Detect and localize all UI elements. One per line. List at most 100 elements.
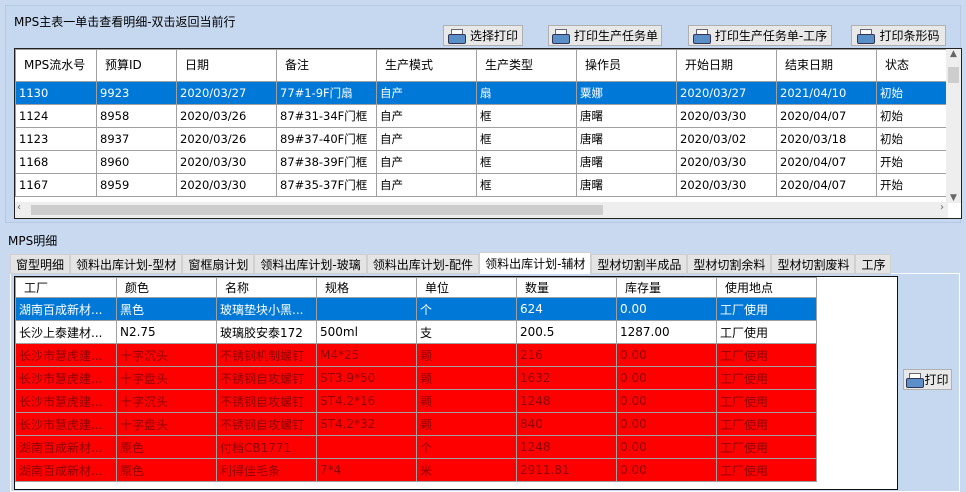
table-cell[interactable]: 8960	[96, 150, 177, 174]
tab-9[interactable]: 工序	[855, 254, 892, 274]
scroll-thumb[interactable]	[31, 205, 603, 215]
column-header[interactable]: 预算ID	[96, 49, 177, 82]
column-header[interactable]: 规格	[316, 277, 417, 298]
table-cell[interactable]: 0.00	[616, 366, 717, 390]
table-cell[interactable]: 颗	[416, 412, 517, 436]
vertical-scrollbar[interactable]: ▲ ▼	[946, 49, 961, 203]
table-cell[interactable]: 2020/03/30	[676, 104, 777, 128]
table-cell[interactable]: 1124	[15, 104, 97, 128]
tab-7[interactable]: 型材切割余料	[687, 254, 772, 274]
table-cell[interactable]: 长沙上泰建材...	[15, 320, 117, 344]
column-header[interactable]: 名称	[216, 277, 317, 298]
table-cell[interactable]: 初始	[876, 127, 950, 151]
scroll-down-icon[interactable]: ▼	[950, 193, 957, 203]
column-header[interactable]: 生产类型	[476, 49, 577, 82]
table-cell[interactable]: 长沙市慧虎建...	[15, 389, 117, 413]
table-cell[interactable]: 框	[476, 173, 577, 197]
table-cell[interactable]: 2020/04/07	[776, 150, 877, 174]
table-cell[interactable]: 0.00	[616, 389, 717, 413]
table-cell[interactable]: 工厂使用	[716, 412, 817, 436]
column-header[interactable]: 结束日期	[776, 49, 877, 82]
table-cell[interactable]: 十字沉头	[116, 389, 217, 413]
table-cell[interactable]: 0.00	[616, 343, 717, 367]
table-cell[interactable]: 1287.00	[616, 320, 717, 344]
table-cell[interactable]: 不锈钢机制螺钉	[216, 343, 317, 367]
table-cell[interactable]: 湖南百成新材...	[15, 435, 117, 459]
table-row[interactable]: 长沙上泰建材... N2.75 玻璃胶安泰172 500ml 支 200.5 1287.00…	[15, 320, 817, 344]
table-cell[interactable]: 2020/03/26	[176, 104, 277, 128]
column-header[interactable]: 使用地点	[716, 277, 817, 298]
table-cell[interactable]: 不锈钢自攻螺钉	[216, 412, 317, 436]
table-cell[interactable]: 开始	[876, 173, 950, 197]
table-cell[interactable]: ST4.2*16	[316, 389, 417, 413]
table-cell[interactable]: 唐曙	[576, 127, 677, 151]
table-cell[interactable]: 米	[416, 458, 517, 482]
table-cell[interactable]: 个	[416, 435, 517, 459]
table-cell[interactable]: 2020/03/26	[176, 127, 277, 151]
table-cell[interactable]: 个	[416, 297, 517, 321]
table-cell[interactable]: 玻璃胶安泰172	[216, 320, 317, 344]
table-cell[interactable]: 2020/04/07	[776, 173, 877, 197]
table-row[interactable]: 1124 8958 2020/03/26 87#31-34F门框 自产框唐曙 2020/0…	[15, 104, 950, 128]
table-cell[interactable]: 颗	[416, 366, 517, 390]
table-cell[interactable]: 8959	[96, 173, 177, 197]
table-cell[interactable]: 1123	[15, 127, 97, 151]
column-header[interactable]: 状态	[876, 49, 950, 82]
table-cell[interactable]: 工厂使用	[716, 458, 817, 482]
table-cell[interactable]: 十字盘头	[116, 366, 217, 390]
print-barcode-button[interactable]: 打印条形码	[851, 25, 946, 46]
table-cell[interactable]: 工厂使用	[716, 435, 817, 459]
table-cell[interactable]: 2020/04/07	[776, 104, 877, 128]
table-cell[interactable]: 87#38-39F门框	[276, 150, 377, 174]
table-row[interactable]: 长沙市慧虎建... 十字盘头 不锈钢自攻螺钉 ST4.2*32 颗 840 0.00 工厂使用	[15, 412, 817, 436]
detail-grid[interactable]: 工厂 颜色 名称 规格 单位 数量 库存量 使用地点 湖南百成新材... 黑色 玻璃垫块小黑... 个…	[14, 276, 898, 490]
table-cell[interactable]: 工厂使用	[716, 366, 817, 390]
table-cell[interactable]: 1632	[516, 366, 617, 390]
table-cell[interactable]: 框	[476, 127, 577, 151]
table-cell[interactable]: N2.75	[116, 320, 217, 344]
table-cell[interactable]: 0.00	[616, 458, 717, 482]
table-row[interactable]: 湖南百成新材... 黑色 玻璃垫块小黑... 个 624 0.00 工厂使用	[15, 297, 817, 321]
table-cell[interactable]: ST4.2*32	[316, 412, 417, 436]
table-cell[interactable]: 2020/03/30	[676, 173, 777, 197]
table-cell[interactable]: 8958	[96, 104, 177, 128]
table-cell[interactable]: 工厂使用	[716, 343, 817, 367]
table-cell[interactable]: 1167	[15, 173, 97, 197]
table-cell[interactable]: 自产	[376, 127, 477, 151]
table-cell[interactable]: ST3.9*50	[316, 366, 417, 390]
table-cell[interactable]: 77#1-9F门扇	[276, 81, 377, 105]
table-cell[interactable]: 自产	[376, 150, 477, 174]
table-cell[interactable]: 长沙市慧虎建...	[15, 343, 117, 367]
table-cell[interactable]: 原色	[116, 458, 217, 482]
table-cell[interactable]: 2020/03/30	[176, 173, 277, 197]
column-header[interactable]: 开始日期	[676, 49, 777, 82]
table-cell[interactable]: 颗	[416, 389, 517, 413]
table-cell[interactable]: 89#37-40F门框	[276, 127, 377, 151]
table-row[interactable]: 长沙市慧虎建... 十字沉头 不锈钢自攻螺钉 ST4.2*16 颗 1248 0.00 工厂使…	[15, 389, 817, 413]
table-cell[interactable]: 不锈钢自攻螺钉	[216, 389, 317, 413]
detail-print-button[interactable]: 打印	[903, 369, 952, 390]
table-cell[interactable]: 玻璃垫块小黑...	[216, 297, 317, 321]
table-cell[interactable]: 624	[516, 297, 617, 321]
tab-5[interactable]: 领料出库计划-辅材	[479, 252, 592, 274]
table-cell[interactable]: 2020/03/30	[176, 150, 277, 174]
print-task-process-button[interactable]: 打印生产任务单-工序	[688, 25, 832, 46]
table-cell[interactable]: 十字沉头	[116, 343, 217, 367]
table-cell[interactable]: 2020/03/27	[176, 81, 277, 105]
print-task-button[interactable]: 打印生产任务单	[548, 25, 662, 46]
table-cell[interactable]	[316, 297, 417, 321]
tab-8[interactable]: 型材切割废料	[771, 254, 856, 274]
table-cell[interactable]: 支	[416, 320, 517, 344]
table-row[interactable]: 长沙市慧虎建... 十字沉头 不锈钢机制螺钉 M4*25 颗 216 0.00 工厂使用	[15, 343, 817, 367]
column-header[interactable]: 生产模式	[376, 49, 477, 82]
column-header[interactable]: 日期	[176, 49, 277, 82]
scroll-thumb[interactable]	[948, 67, 959, 83]
master-grid[interactable]: MPS流水号 预算ID 日期 备注 生产模式 生产类型 操作员 开始日期 结束日期 状态 1130 9…	[14, 48, 962, 219]
table-cell[interactable]: 粟娜	[576, 81, 677, 105]
column-header[interactable]: 单位	[416, 277, 517, 298]
table-cell[interactable]: 2020/03/30	[676, 150, 777, 174]
horizontal-scrollbar[interactable]: ‹ ›	[15, 202, 948, 218]
table-cell[interactable]: 500ml	[316, 320, 417, 344]
column-header[interactable]: MPS流水号	[15, 49, 97, 82]
column-header[interactable]: 颜色	[116, 277, 217, 298]
